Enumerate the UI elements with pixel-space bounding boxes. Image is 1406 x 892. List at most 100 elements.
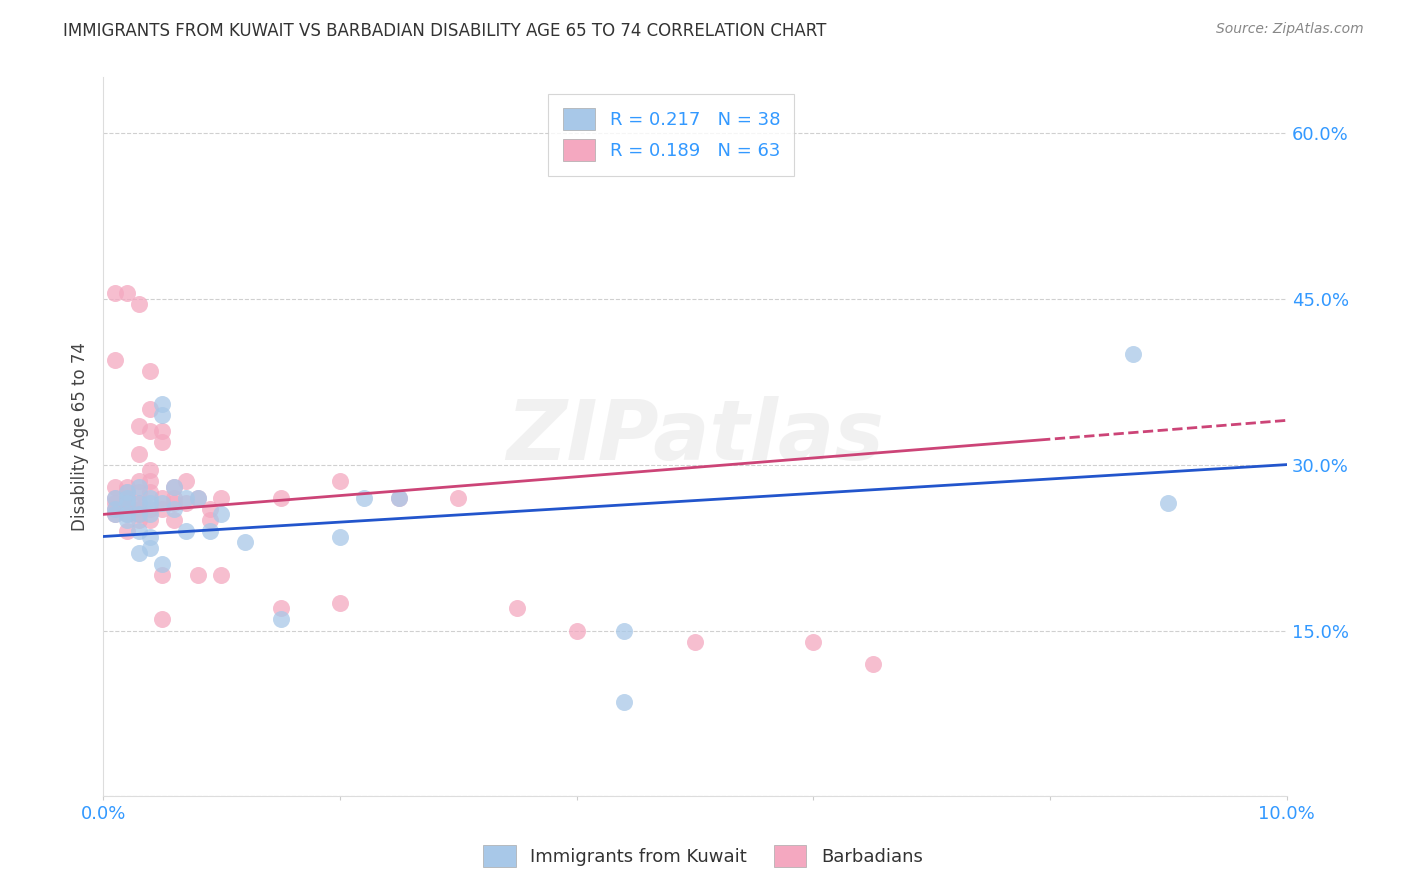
Point <box>128 446 150 460</box>
Point <box>115 286 138 301</box>
Point <box>211 568 233 582</box>
Point <box>128 297 150 311</box>
Point <box>150 425 173 439</box>
Point <box>150 612 173 626</box>
Point <box>139 474 162 488</box>
Point <box>174 524 197 538</box>
Point <box>115 496 138 510</box>
Point <box>115 480 138 494</box>
Text: Source: ZipAtlas.com: Source: ZipAtlas.com <box>1216 22 1364 37</box>
Point <box>388 491 411 505</box>
Point <box>115 491 138 505</box>
Point <box>139 513 162 527</box>
Point <box>163 491 186 505</box>
Point <box>115 524 138 538</box>
Legend: R = 0.217   N = 38, R = 0.189   N = 63: R = 0.217 N = 38, R = 0.189 N = 63 <box>548 94 794 176</box>
Point <box>506 601 529 615</box>
Point <box>128 513 150 527</box>
Point <box>150 496 173 510</box>
Point <box>613 624 636 638</box>
Point <box>329 474 352 488</box>
Point <box>187 491 209 505</box>
Point <box>150 491 173 505</box>
Point <box>115 491 138 505</box>
Point <box>115 496 138 510</box>
Point <box>174 491 197 505</box>
Point <box>613 695 636 709</box>
Point <box>150 397 173 411</box>
Point <box>139 501 162 516</box>
Point <box>139 485 162 500</box>
Point <box>150 557 173 571</box>
Point <box>163 501 186 516</box>
Point <box>862 657 884 671</box>
Text: ZIPatlas: ZIPatlas <box>506 396 884 477</box>
Point <box>1157 496 1180 510</box>
Point <box>139 496 162 510</box>
Point <box>270 491 292 505</box>
Point <box>565 624 588 638</box>
Point <box>139 508 162 522</box>
Point <box>104 508 127 522</box>
Legend: Immigrants from Kuwait, Barbadians: Immigrants from Kuwait, Barbadians <box>477 838 929 874</box>
Point <box>233 535 256 549</box>
Point <box>128 546 150 560</box>
Point <box>139 402 162 417</box>
Point <box>211 508 233 522</box>
Point <box>115 485 138 500</box>
Point <box>163 496 186 510</box>
Point <box>211 491 233 505</box>
Point <box>104 501 127 516</box>
Point <box>329 596 352 610</box>
Point <box>128 524 150 538</box>
Point <box>163 480 186 494</box>
Point <box>1122 347 1144 361</box>
Point <box>139 425 162 439</box>
Point <box>150 408 173 422</box>
Point <box>139 463 162 477</box>
Point <box>447 491 470 505</box>
Point <box>104 491 127 505</box>
Point <box>115 508 138 522</box>
Point <box>163 480 186 494</box>
Point <box>128 508 150 522</box>
Point <box>198 513 221 527</box>
Point <box>128 496 150 510</box>
Point <box>104 501 127 516</box>
Point <box>115 485 138 500</box>
Point <box>104 352 127 367</box>
Point <box>174 496 197 510</box>
Point <box>683 634 706 648</box>
Point <box>150 435 173 450</box>
Point <box>139 363 162 377</box>
Point <box>104 480 127 494</box>
Point <box>198 524 221 538</box>
Point <box>104 286 127 301</box>
Point <box>115 496 138 510</box>
Point <box>104 508 127 522</box>
Point <box>270 612 292 626</box>
Point <box>163 513 186 527</box>
Point <box>115 508 138 522</box>
Point <box>115 496 138 510</box>
Point <box>187 491 209 505</box>
Point <box>150 568 173 582</box>
Point <box>270 601 292 615</box>
Point <box>128 508 150 522</box>
Point <box>115 513 138 527</box>
Point <box>128 501 150 516</box>
Point <box>187 568 209 582</box>
Point <box>128 496 150 510</box>
Point <box>104 491 127 505</box>
Point <box>174 474 197 488</box>
Point <box>801 634 824 648</box>
Point <box>388 491 411 505</box>
Point <box>128 418 150 433</box>
Point <box>139 491 162 505</box>
Point <box>128 485 150 500</box>
Point <box>115 496 138 510</box>
Point <box>128 474 150 488</box>
Text: IMMIGRANTS FROM KUWAIT VS BARBADIAN DISABILITY AGE 65 TO 74 CORRELATION CHART: IMMIGRANTS FROM KUWAIT VS BARBADIAN DISA… <box>63 22 827 40</box>
Point <box>353 491 375 505</box>
Point <box>128 480 150 494</box>
